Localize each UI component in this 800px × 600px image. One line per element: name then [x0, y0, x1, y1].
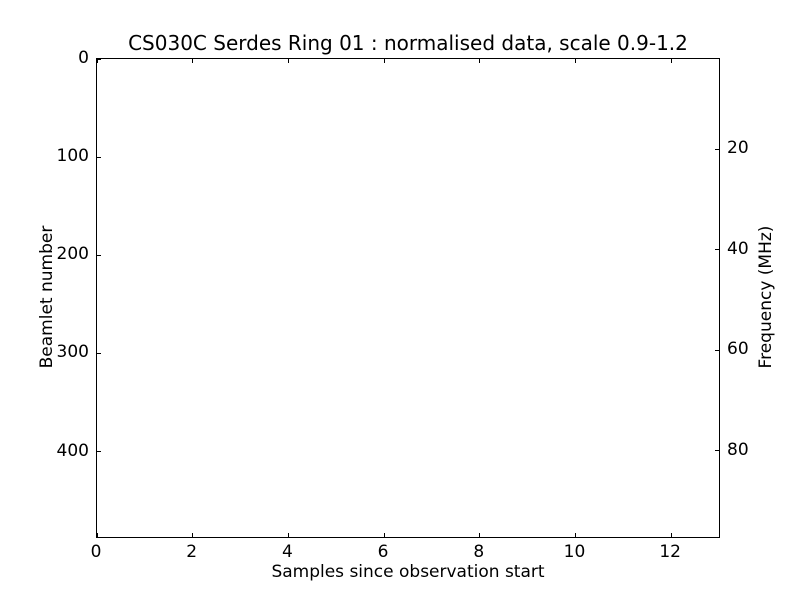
y-tick-mark-right	[715, 148, 719, 150]
y-axis-label-left: Beamlet number	[37, 225, 57, 369]
x-tick-mark-bottom	[670, 533, 672, 537]
x-tick-label: 10	[563, 542, 586, 562]
x-tick-mark-top	[192, 59, 194, 63]
x-tick-label: 8	[473, 542, 485, 562]
y-tick-mark-left	[97, 156, 101, 158]
y-tick-mark-right	[715, 349, 719, 351]
x-tick-mark-top	[574, 59, 576, 63]
y-tick-label-right: 80	[727, 439, 749, 460]
plot-area	[96, 58, 720, 538]
y-tick-mark-left	[97, 352, 101, 354]
x-tick-label: 4	[281, 542, 293, 562]
y-tick-label-right: 20	[727, 138, 749, 159]
y-tick-label-left: 0	[78, 48, 89, 68]
x-tick-label: 2	[186, 542, 198, 562]
chart-title: CS030C Serdes Ring 01 : normalised data,…	[128, 31, 688, 55]
x-tick-mark-bottom	[287, 533, 289, 537]
x-tick-mark-bottom	[574, 533, 576, 537]
x-tick-mark-bottom	[192, 533, 194, 537]
y-tick-label-left: 400	[56, 440, 89, 461]
y-tick-label-left: 300	[56, 342, 89, 363]
y-axis-label-right: Frequency (MHz)	[756, 225, 776, 369]
y-tick-label-right: 40	[727, 238, 749, 259]
y-tick-mark-right	[715, 249, 719, 251]
x-tick-mark-top	[96, 59, 98, 63]
x-tick-mark-bottom	[96, 533, 98, 537]
y-tick-label-left: 100	[56, 146, 89, 167]
x-axis-label: Samples since observation start	[271, 562, 545, 582]
x-tick-mark-top	[670, 59, 672, 63]
y-tick-mark-left	[97, 58, 101, 60]
x-tick-label: 6	[377, 542, 389, 562]
x-tick-mark-top	[479, 59, 481, 63]
y-tick-mark-right	[715, 450, 719, 452]
y-tick-label-right: 60	[727, 339, 749, 360]
x-tick-mark-bottom	[479, 533, 481, 537]
x-tick-mark-top	[287, 59, 289, 63]
y-tick-mark-left	[97, 254, 101, 256]
x-tick-mark-bottom	[383, 533, 385, 537]
x-tick-label: 12	[659, 542, 681, 562]
y-tick-mark-left	[97, 451, 101, 453]
x-tick-label: 0	[90, 542, 102, 562]
x-tick-mark-top	[383, 59, 385, 63]
y-tick-label-left: 200	[56, 244, 89, 265]
